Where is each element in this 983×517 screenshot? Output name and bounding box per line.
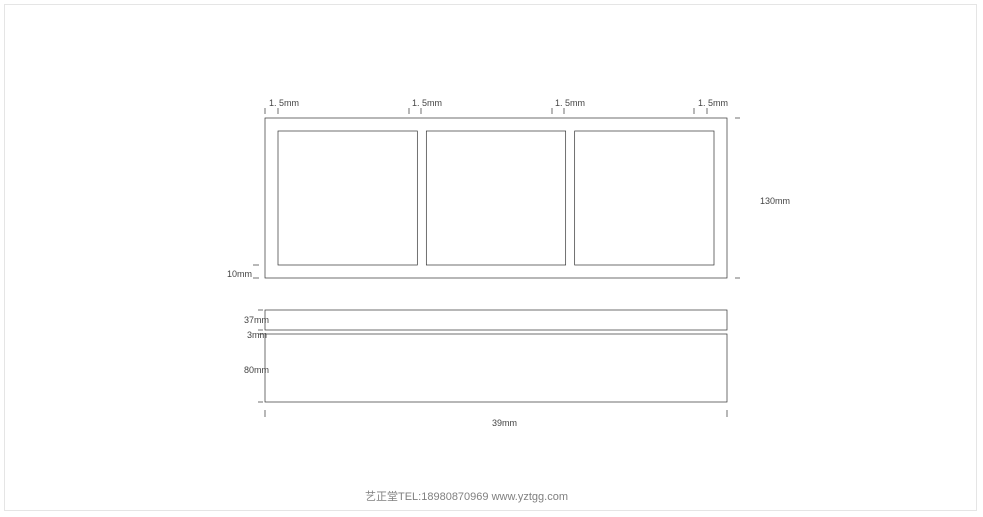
dim-label-37mm: 37mm — [244, 315, 269, 325]
side-view-top-bar — [265, 310, 727, 330]
side-view-bottom-bar — [265, 334, 727, 402]
dim-label-1-5mm: 1. 5mm — [555, 98, 585, 108]
dim-label-80mm: 80mm — [244, 365, 269, 375]
technical-drawing — [0, 0, 983, 517]
dim-label-1-5mm: 1. 5mm — [269, 98, 299, 108]
top-view-slot — [278, 131, 417, 265]
dim-label-3mm: 3mm — [247, 330, 267, 340]
top-view-slot — [426, 131, 565, 265]
dim-label-1-5mm: 1. 5mm — [412, 98, 442, 108]
dim-label-1-5mm: 1. 5mm — [698, 98, 728, 108]
footer-contact: 艺正堂TEL:18980870969 www.yztgg.com — [365, 488, 568, 504]
dim-label-10mm: 10mm — [227, 269, 252, 279]
dim-label-130mm: 130mm — [760, 196, 790, 206]
top-view-outer — [265, 118, 727, 278]
top-view-slot — [575, 131, 714, 265]
dim-label-39mm: 39mm — [492, 418, 517, 428]
